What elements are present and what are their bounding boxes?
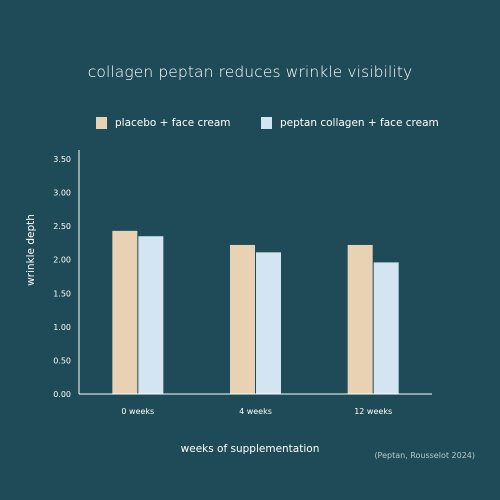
y-tick-label: 1.00 [53,323,71,332]
bar-placebo-1 [230,244,255,394]
source-note: (Peptan, Rousselot 2024) [374,451,475,460]
legend-item-peptan: peptan collagen + face cream [261,117,439,129]
x-tick-label: 4 weeks [239,407,272,416]
legend-swatch-placebo [96,117,107,129]
bar-peptan-0 [138,236,164,394]
legend-label-placebo: placebo + face cream [115,117,231,129]
chart-title: collagen peptan reduces wrinkle visibili… [87,63,413,81]
bar-placebo-0 [112,230,138,394]
y-tick-label: 3.00 [53,189,71,198]
y-tick-label: 2.50 [53,222,71,231]
bar-placebo-2 [347,244,373,394]
bar-peptan-1 [256,252,281,394]
x-tick-label: 0 weeks [121,407,154,416]
x-tick-label: 12 weeks [354,407,392,416]
legend-label-peptan: peptan collagen + face cream [280,117,439,129]
x-axis-label: weeks of supplementation [180,443,320,455]
y-tick-label: 0.00 [53,390,71,399]
legend-item-placebo: placebo + face cream [96,117,231,129]
y-tick-label: 1.50 [53,289,71,298]
y-tick-label: 0.50 [53,356,71,365]
y-axis-label: wrinkle depth [25,214,37,286]
bar-peptan-2 [373,262,399,394]
y-tick-label: 2.00 [53,256,71,265]
legend: placebo + face cream peptan collagen + f… [0,117,500,133]
legend-swatch-peptan [261,117,272,129]
y-tick-label: 3.50 [53,155,71,164]
